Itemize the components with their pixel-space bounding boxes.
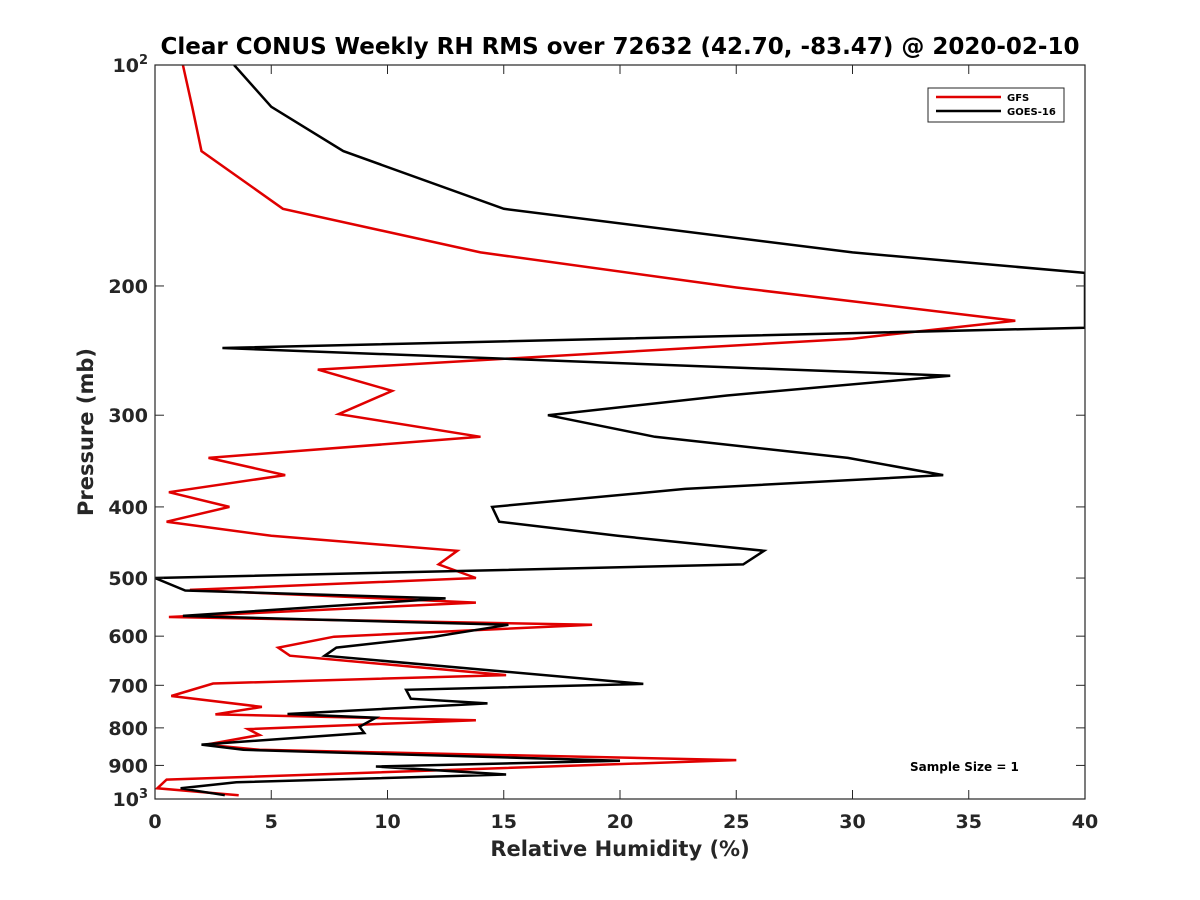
x-tick-label: 25: [723, 811, 749, 833]
legend: GFS GOES-16: [927, 87, 1065, 123]
sample-size-annotation: Sample Size = 1: [910, 760, 1019, 774]
plot-frame: [154, 64, 1086, 800]
y-axis-ticks: 102 200 300 400 500 600 700 800 900 103: [108, 53, 1085, 811]
y-tick-label: 300: [108, 405, 148, 427]
series-line-goes16: [155, 65, 1085, 797]
legend-label-goes16: GOES-16: [1007, 107, 1056, 118]
x-axis-label: Relative Humidity (%): [490, 837, 749, 861]
x-tick-label: 20: [607, 811, 633, 833]
x-tick-label: 30: [839, 811, 865, 833]
y-tick-label: 700: [108, 675, 148, 697]
series-line-gfs: [155, 65, 1016, 797]
y-axis-label: Pressure (mb): [74, 348, 98, 516]
y-tick-label: 500: [108, 568, 148, 590]
y-tick-label: 800: [108, 718, 148, 740]
y-tick-label: 600: [108, 626, 148, 648]
x-tick-label: 0: [148, 811, 161, 833]
chart-title: Clear CONUS Weekly RH RMS over 72632 (42…: [161, 34, 1080, 60]
x-tick-label: 15: [491, 811, 517, 833]
y-tick-label: 102: [113, 53, 149, 77]
x-axis-ticks: 0 5 10 15 20 25 30 35 40: [148, 65, 1098, 833]
x-tick-label: 10: [374, 811, 400, 833]
legend-box: [927, 87, 1065, 123]
y-tick-label: 900: [108, 755, 148, 777]
y-tick-label: 103: [113, 787, 149, 811]
y-tick-label: 400: [108, 497, 148, 519]
x-tick-label: 40: [1072, 811, 1098, 833]
series-layer: [155, 65, 1085, 797]
x-tick-label: 35: [956, 811, 982, 833]
legend-label-gfs: GFS: [1007, 93, 1029, 104]
x-tick-label: 5: [265, 811, 278, 833]
y-tick-label: 200: [108, 276, 148, 298]
